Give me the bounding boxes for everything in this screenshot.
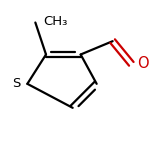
Text: CH₃: CH₃ — [43, 15, 68, 28]
Text: S: S — [12, 77, 21, 90]
Text: O: O — [137, 56, 148, 71]
